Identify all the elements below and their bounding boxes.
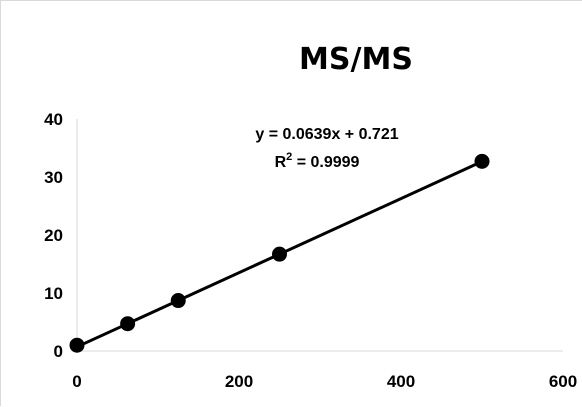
r-squared-prefix: R [275,154,287,171]
y-tick-label: 30 [44,168,63,187]
r-squared-label: R2 = 0.9999 [275,151,360,171]
r-squared-superscript: 2 [286,151,292,163]
trendline-equation: y = 0.0639x + 0.721 [255,126,398,143]
y-tick-label: 20 [44,226,63,245]
data-point [474,153,490,169]
x-tick-label: 400 [387,372,415,391]
chart-title: MS/MS [299,42,413,77]
y-tick-label: 10 [44,284,63,303]
r-squared-value: = 0.9999 [292,154,359,171]
data-point [69,337,85,353]
data-point [272,246,287,262]
y-tick-label: 40 [44,110,63,129]
data-point [170,293,186,309]
x-tick-label: 200 [225,372,253,391]
x-tick-label: 600 [549,372,577,391]
y-tick-label: 0 [54,342,63,361]
x-tick-label: 0 [72,372,81,391]
data-point [120,316,136,332]
